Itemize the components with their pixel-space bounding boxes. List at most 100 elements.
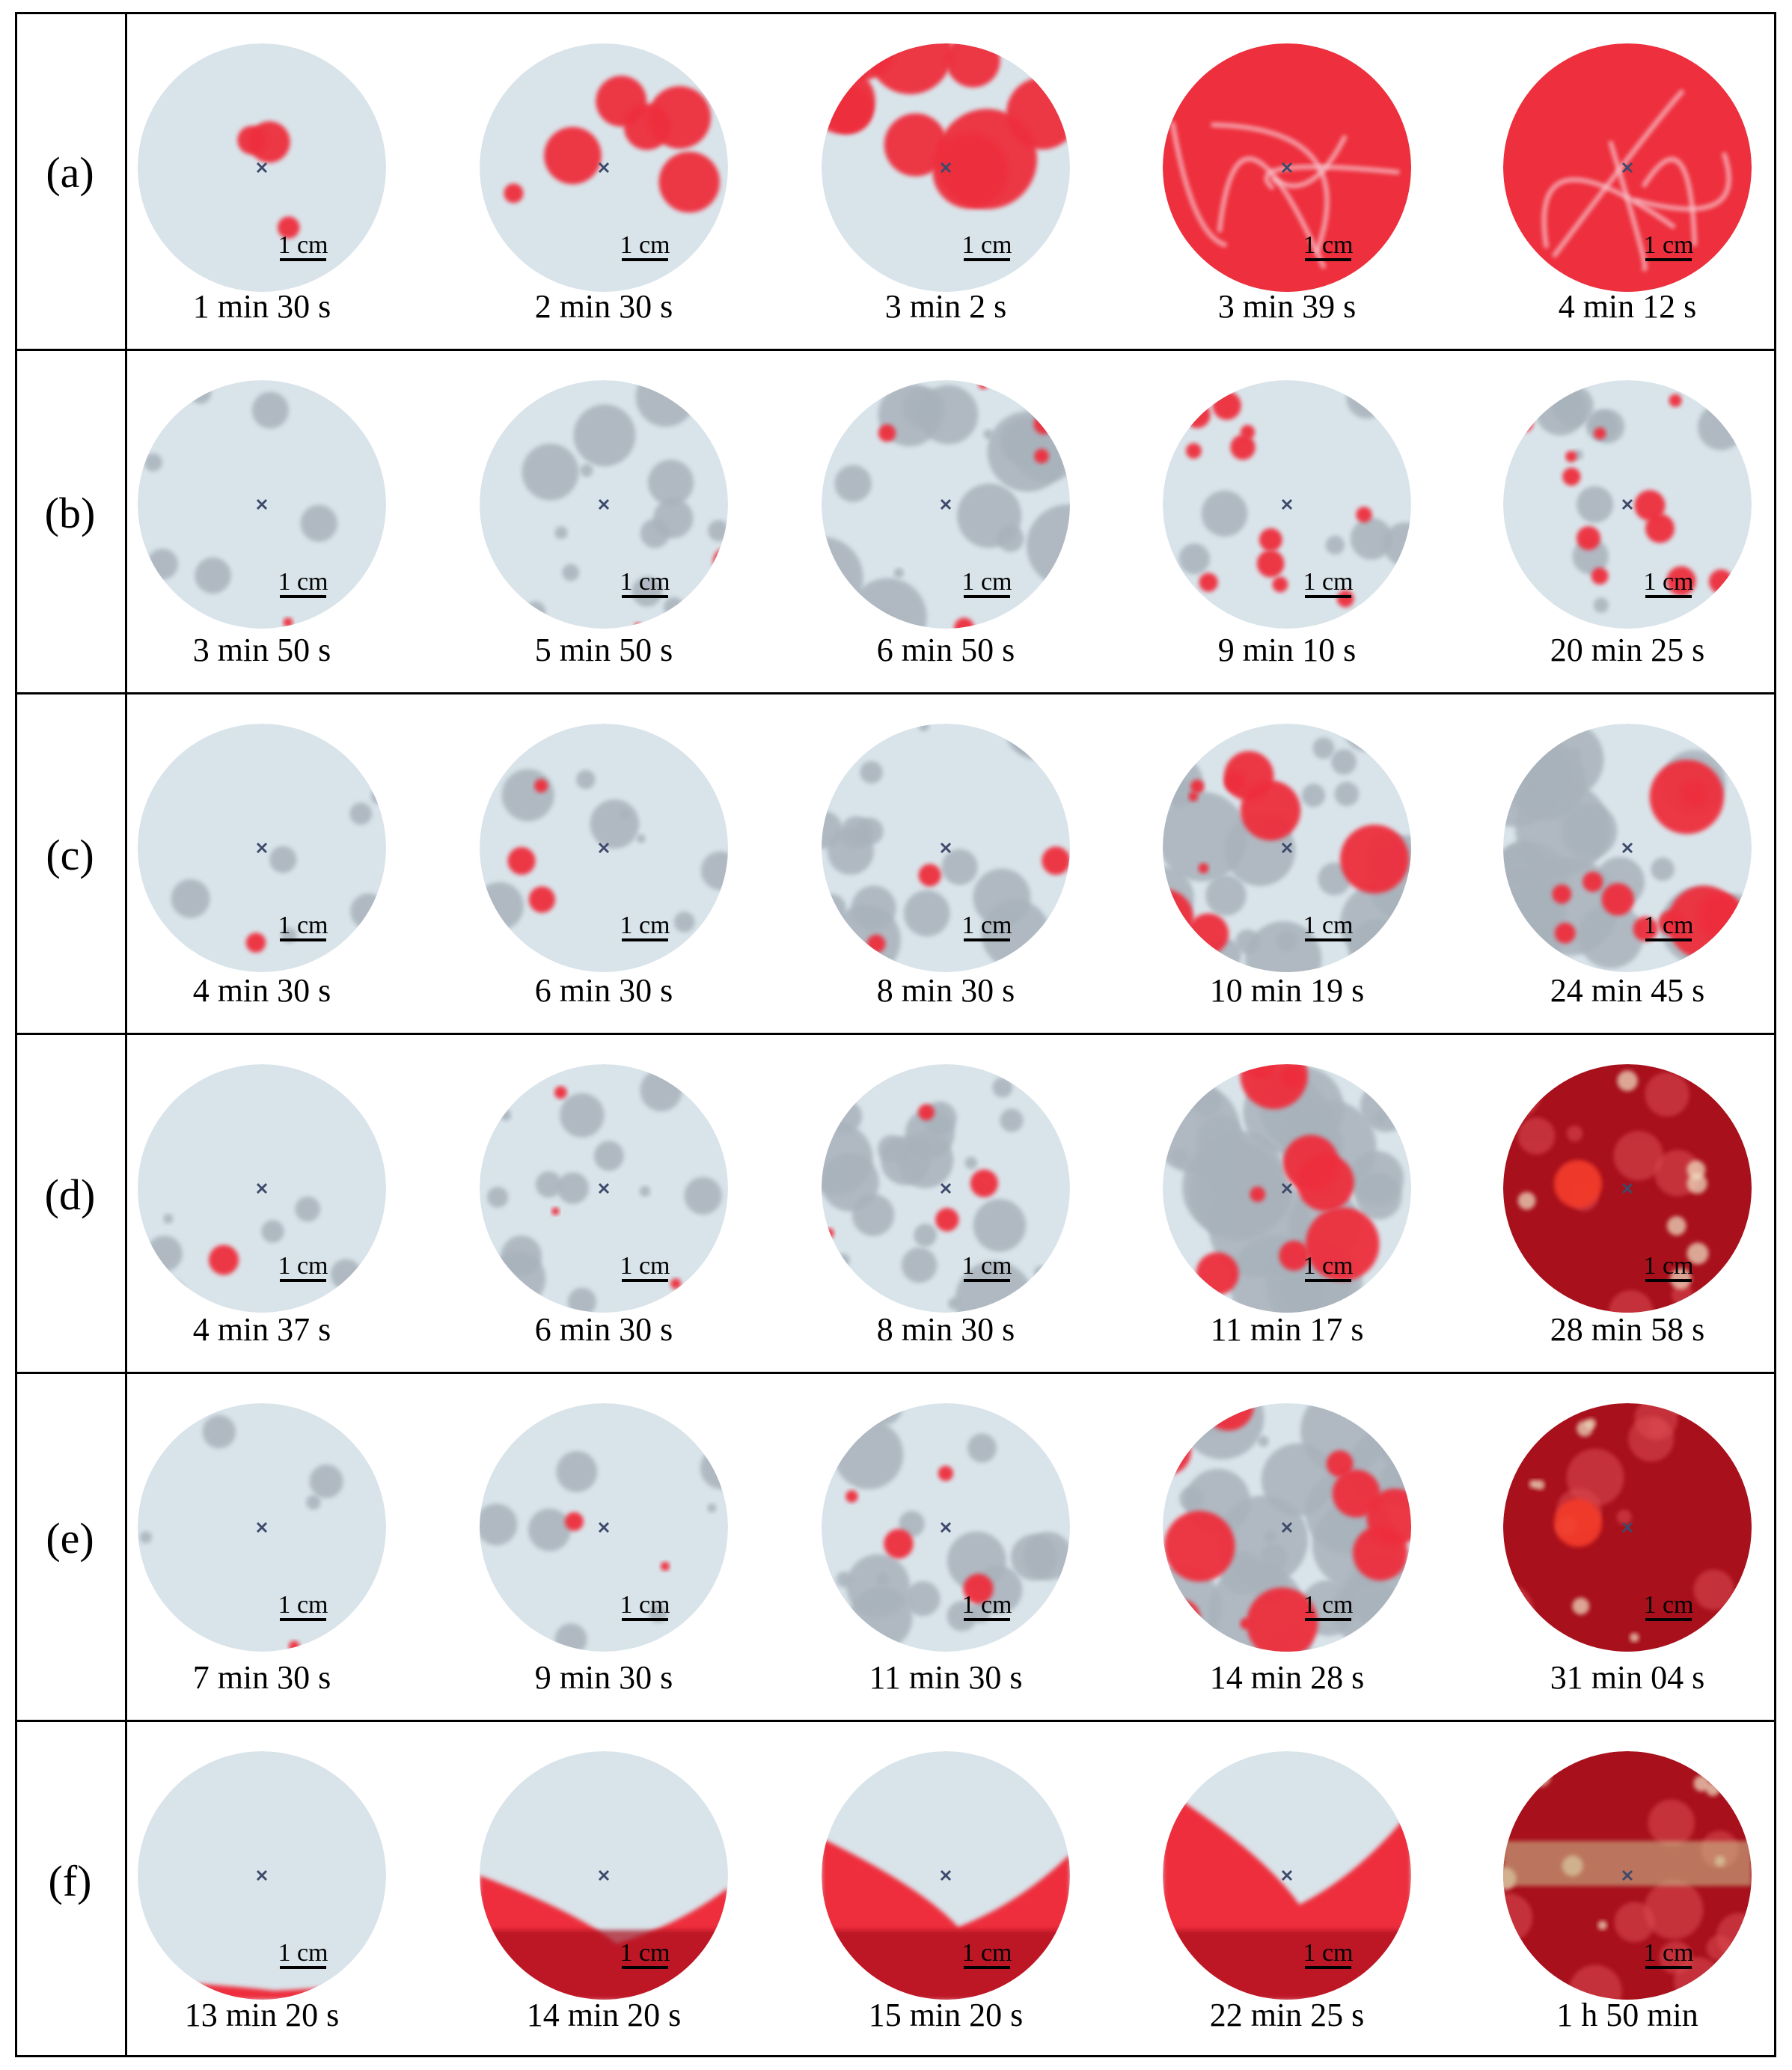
colony — [560, 1093, 605, 1138]
colony — [1224, 771, 1246, 793]
colony — [1000, 1108, 1024, 1132]
colony — [195, 557, 231, 594]
scale-bar-label: 1 cm — [1303, 568, 1353, 596]
colony — [970, 1169, 998, 1197]
colony — [905, 1581, 941, 1616]
colony — [139, 1531, 152, 1544]
time-caption: 11 min 17 s — [1210, 1311, 1364, 1348]
colony — [1330, 749, 1357, 775]
scale-bar-label: 1 cm — [1303, 912, 1353, 939]
colony — [1034, 448, 1049, 464]
colony — [487, 1186, 509, 1208]
time-caption: 6 min 30 s — [534, 1311, 673, 1348]
colony — [1336, 590, 1354, 608]
time-caption: 9 min 30 s — [534, 1659, 673, 1696]
colony — [632, 576, 663, 607]
scale-bar-label: 1 cm — [1643, 231, 1693, 259]
scale-bar-label: 1 cm — [1643, 912, 1693, 939]
colony — [277, 216, 300, 239]
petri-dish-photo: 1 cm — [822, 380, 1070, 629]
colony — [1340, 825, 1409, 894]
time-caption: 6 min 30 s — [534, 972, 673, 1009]
colony — [932, 133, 1008, 209]
colony — [1199, 573, 1218, 592]
center-cross-mark — [598, 842, 610, 854]
colony — [1198, 863, 1209, 874]
colony — [1644, 1880, 1704, 1940]
colony — [1614, 1902, 1655, 1943]
center-cross-mark — [1281, 162, 1293, 174]
colony — [564, 1512, 584, 1531]
scale-bar-label: 1 cm — [1643, 1252, 1693, 1280]
time-caption: 8 min 30 s — [876, 1311, 1015, 1348]
colony — [1189, 1142, 1288, 1242]
colony — [237, 126, 266, 155]
time-caption: 10 min 19 s — [1209, 972, 1365, 1009]
colony — [1681, 781, 1707, 807]
colony — [1201, 490, 1248, 537]
colony — [507, 846, 536, 875]
colony — [1597, 1920, 1607, 1930]
colony — [534, 778, 548, 793]
colony — [970, 1602, 991, 1623]
colony — [1693, 1775, 1710, 1792]
colony — [901, 1247, 938, 1283]
colony — [834, 465, 872, 502]
petri-dish-photo: 1 cm — [1503, 1751, 1752, 2000]
colony — [1356, 507, 1372, 523]
colony — [1240, 780, 1301, 841]
center-cross-mark — [1281, 842, 1293, 854]
colony — [306, 1495, 321, 1510]
colony — [1593, 597, 1609, 613]
colony — [1172, 1149, 1188, 1165]
time-caption: 4 min 37 s — [192, 1311, 331, 1348]
scale-bar-label: 1 cm — [961, 231, 1012, 259]
colony — [860, 760, 883, 784]
colony — [673, 912, 695, 932]
petri-dish-photo: 1 cm — [1503, 724, 1752, 972]
colony — [1630, 1632, 1639, 1643]
colony — [1617, 1070, 1638, 1092]
colony — [918, 864, 941, 887]
row-separator — [15, 1720, 1776, 1722]
colony — [884, 1529, 914, 1559]
colony — [917, 724, 929, 732]
row-separator — [15, 1033, 1776, 1035]
colony — [1577, 526, 1601, 551]
center-cross-mark — [256, 1521, 268, 1533]
colony — [1561, 803, 1618, 859]
petri-dish-photo: 1 cm — [138, 724, 386, 972]
colony — [1196, 1114, 1244, 1161]
colony — [1670, 1268, 1692, 1289]
time-caption: 13 min 20 s — [184, 1997, 340, 2033]
center-cross-mark — [598, 1182, 610, 1194]
colony — [1282, 1135, 1339, 1191]
colony — [1517, 1117, 1556, 1155]
colony — [1334, 781, 1360, 807]
boundary-line — [1217, 156, 1327, 269]
colony — [1566, 1125, 1583, 1142]
colony — [670, 1278, 682, 1289]
colony — [1230, 435, 1256, 460]
scale-bar-label: 1 cm — [961, 1252, 1012, 1280]
colony — [1188, 791, 1199, 802]
colony — [938, 1465, 954, 1481]
scale-bar-label: 1 cm — [1303, 1252, 1353, 1280]
boundary-line — [1633, 152, 1731, 212]
colony — [1350, 517, 1393, 560]
center-cross-mark — [940, 1521, 952, 1533]
colony — [620, 810, 630, 820]
colony — [1250, 1186, 1266, 1203]
colony — [1279, 1240, 1309, 1271]
colony — [1325, 535, 1345, 555]
colony — [1577, 1420, 1593, 1437]
scale-bar-label: 1 cm — [620, 568, 670, 596]
scale-bar-label: 1 cm — [620, 1939, 670, 1967]
petri-dish-photo: 1 cm — [1163, 380, 1411, 629]
colony — [1245, 920, 1322, 972]
petri-dish-photo: 1 cm — [138, 1403, 386, 1652]
colony — [684, 1176, 722, 1215]
center-cross-mark — [598, 1869, 610, 1881]
colony — [171, 879, 210, 918]
time-caption: 6 min 50 s — [876, 632, 1015, 668]
